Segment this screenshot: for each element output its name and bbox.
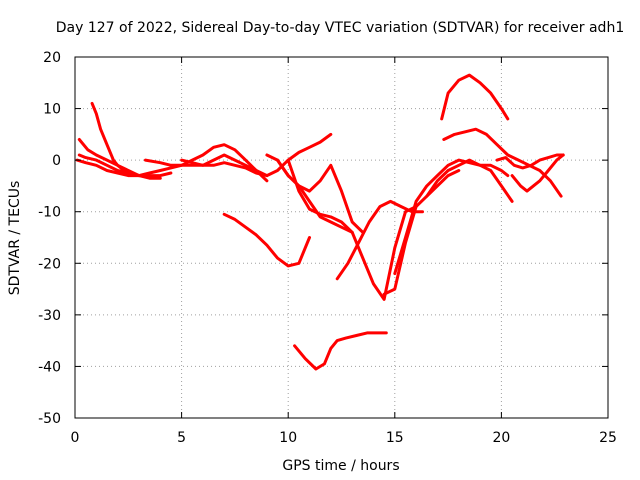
x-tick-label: 10: [279, 430, 297, 446]
axis-ticks: 0 5 10 15 20 25 -50 -40 -30 -20 -10 0 10 20: [38, 50, 617, 446]
series-line: [382, 169, 461, 296]
series-arc-7: [222, 212, 311, 268]
series-arc-15: [440, 73, 510, 121]
series-line: [75, 158, 269, 178]
x-axis-label: GPS time / hours: [282, 458, 399, 474]
series-arc-13: [382, 169, 461, 296]
series-line: [495, 153, 565, 170]
y-tick-label: -50: [38, 411, 61, 427]
series-arc-11: [286, 158, 418, 301]
series-arc-19: [510, 153, 565, 193]
y-tick-label: 20: [43, 50, 61, 66]
plot-frame: [74, 56, 609, 419]
series-line: [77, 153, 173, 178]
series-line: [293, 331, 388, 371]
series-arc-10: [293, 331, 388, 371]
series-arc-18: [495, 153, 565, 170]
series-line: [442, 127, 563, 198]
series-line: [286, 158, 418, 301]
x-tick-label: 20: [492, 430, 510, 446]
series-line: [335, 199, 424, 281]
x-tick-label: 0: [71, 430, 80, 446]
series-markers: [441, 74, 509, 120]
y-tick-label: -40: [38, 359, 61, 375]
x-tick-label: 25: [599, 430, 617, 446]
series-line: [510, 153, 565, 193]
x-tick-label: 5: [177, 430, 186, 446]
series-line: [440, 73, 510, 121]
series-line: [90, 101, 141, 178]
series-arc-6: [180, 132, 333, 178]
series-layer: [75, 73, 565, 371]
series-markers: [277, 159, 364, 233]
series-arc-4: [90, 101, 141, 178]
series-line: [143, 143, 269, 183]
y-tick-label: 10: [43, 102, 61, 118]
series-line: [276, 158, 365, 234]
series-line: [180, 132, 333, 178]
y-tick-label: -30: [38, 308, 61, 324]
series-arc-9: [276, 158, 365, 234]
series-arc-3: [77, 153, 173, 178]
y-tick-label: -10: [38, 205, 61, 221]
x-tick-label: 15: [386, 430, 404, 446]
series-arc-5: [143, 143, 269, 183]
grid-lines: [75, 57, 608, 418]
series-arc-16: [442, 127, 563, 198]
series-line: [222, 212, 311, 268]
series-line: [393, 158, 510, 276]
series-line: [425, 158, 514, 203]
series-arc-17: [425, 158, 514, 203]
y-tick-label: 0: [52, 153, 61, 169]
series-arc-14: [393, 158, 510, 276]
series-markers: [383, 169, 460, 295]
y-axis-label: SDTVAR / TECUs: [7, 181, 23, 296]
series-arc-12: [335, 199, 424, 281]
series-markers: [394, 159, 509, 274]
y-tick-label: -20: [38, 256, 61, 272]
chart-title: Day 127 of 2022, Sidereal Day-to-day VTE…: [56, 20, 624, 36]
series-arc-1: [75, 158, 269, 178]
